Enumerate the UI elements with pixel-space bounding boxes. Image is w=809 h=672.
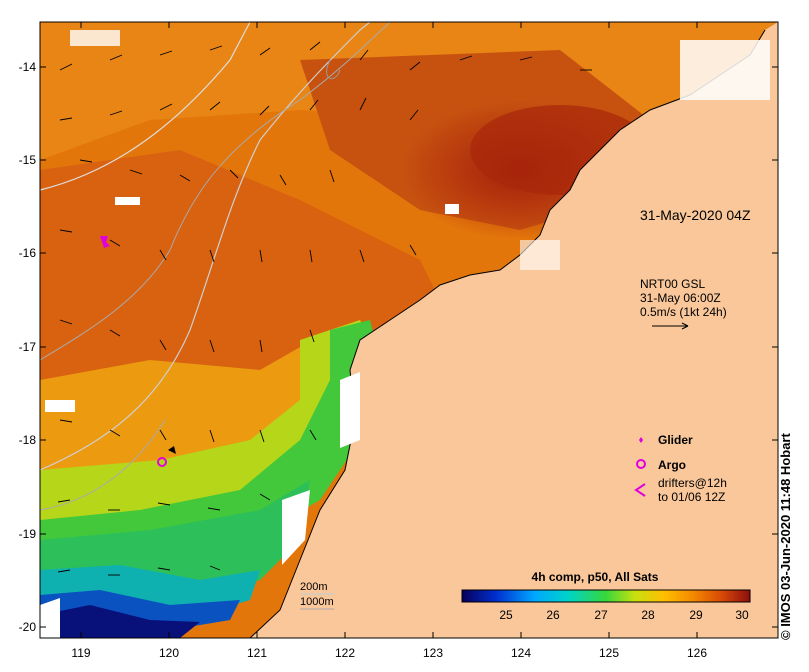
imos-credit: © IMOS 03-Jun-2020 11:48 Hobart [778,433,793,640]
y-tick-label: -19 [19,527,37,541]
colorbar-title: 4h comp, p50, All Sats [532,570,659,584]
australia-land [250,22,778,638]
x-tick-label: 124 [511,646,531,660]
glider-track [100,236,110,248]
colorbar-tick: 26 [546,608,560,622]
x-tick-label: 126 [687,646,707,660]
glider-legend-icon [639,437,643,443]
colorbar-tick: 27 [594,608,608,622]
colorbar-tick: 29 [689,608,703,622]
legend-drifters-1: drifters@12h [658,476,727,490]
y-tick-marks [40,66,778,628]
colorbar-tick: 25 [499,608,513,622]
current-source: NRT00 GSL [640,277,705,291]
current-arrows [57,41,592,576]
map-timestamp: 31-May-2020 04Z [640,207,751,223]
x-tick-label: 121 [247,646,267,660]
y-tick-label: -20 [19,620,37,634]
y-tick-label: -14 [19,60,37,74]
legend-drifters-2: to 01/06 12Z [658,490,725,504]
drifter-legend-icon [634,483,646,497]
legend: Glider Argo drifters@12h to 01/06 12Z [634,433,727,504]
x-tick-label: 125 [599,646,619,660]
isobath-200m-label: 200m [300,581,328,593]
x-tick-marks [80,22,698,638]
legend-glider: Glider [658,433,693,447]
colorbar [461,589,751,603]
y-tick-label: -15 [19,153,37,167]
y-tick-label: -16 [19,246,37,260]
x-tick-label: 120 [159,646,179,660]
x-tick-label: 122 [335,646,355,660]
isobath-1000m-label: 1000m [300,596,334,608]
y-tick-label: -18 [19,433,37,447]
y-tick-label: -17 [19,340,37,354]
current-scale: 0.5m/s (1kt 24h) [640,305,727,319]
colorbar-tick: 28 [641,608,655,622]
current-time: 31-May 06:00Z [640,291,721,305]
x-tick-label: 123 [423,646,443,660]
legend-argo: Argo [658,458,686,472]
scale-arrow-icon [652,322,689,330]
colorbar-tick: 30 [735,608,749,622]
x-tick-label: 119 [71,646,90,660]
argo-legend-icon [636,459,646,469]
map-area [39,21,778,639]
drifter-marker [157,446,176,467]
